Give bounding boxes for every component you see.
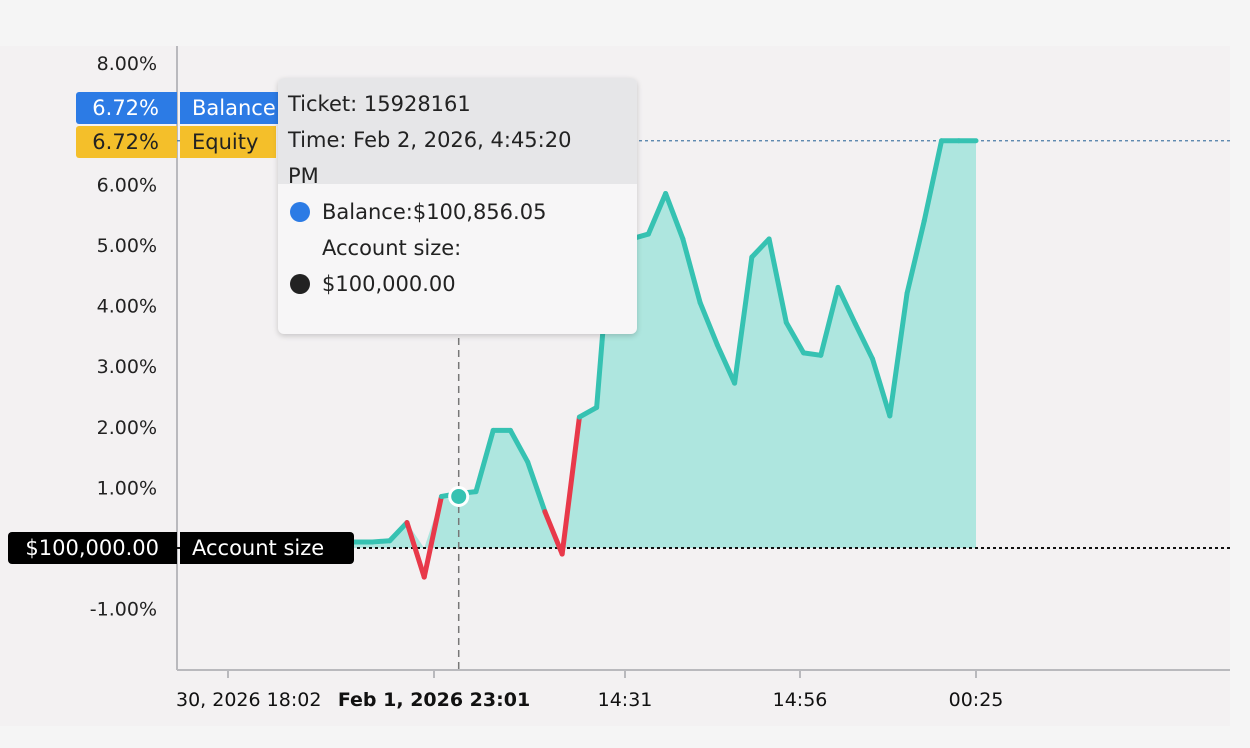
balance-line-segment xyxy=(404,520,427,580)
balance-line-segment xyxy=(421,493,444,580)
y-tick-label: -1.00% xyxy=(90,599,157,621)
x-tick-label: 14:56 xyxy=(773,689,828,711)
x-tick-label: 30, 2026 18:02 xyxy=(176,689,321,711)
chart-svg: 8.00% 6.00% 5.00% 4.00% 3.00% 2.00% 1.00% -1.00… xyxy=(90,46,1230,711)
balance-line-segment xyxy=(904,218,927,296)
balance-line-segment xyxy=(783,320,807,356)
balance-dot-icon xyxy=(290,202,310,222)
x-tick-label: Feb 1, 2026 23:01 xyxy=(338,689,530,711)
balance-line-segment xyxy=(921,138,945,224)
tooltip-header: Ticket: 15928161 Time: Feb 2, 2026, 4:45… xyxy=(278,78,637,188)
balance-line-segment xyxy=(387,520,410,544)
balance-line-segment xyxy=(525,459,548,515)
y-tick-label: 2.00% xyxy=(97,417,157,439)
balance-area xyxy=(338,140,976,548)
tooltip-time-suffix: PM xyxy=(288,164,319,188)
balance-line-segment xyxy=(801,350,824,358)
y-tick-label: 8.00% xyxy=(97,53,157,75)
tooltip-time: Time: Feb 2, 2026, 4:45:20 xyxy=(288,128,572,152)
balance-line-segment xyxy=(507,427,531,465)
balance-line-segment xyxy=(766,236,789,326)
balance-line-segment xyxy=(749,236,772,260)
balance-line-segment xyxy=(732,254,755,386)
tooltip-balance: Balance:$100,856.05 xyxy=(322,200,547,224)
x-tick-label: 00:25 xyxy=(949,689,1004,711)
tooltip-account-size-label: Account size: xyxy=(322,236,462,260)
account-size-axis-tag-label: Account size xyxy=(180,532,354,564)
balance-axis-tag-value: 6.72% xyxy=(76,92,177,124)
balance-line-segment xyxy=(835,284,858,327)
x-tick-label: 14:31 xyxy=(598,689,653,711)
balance-marker xyxy=(448,485,470,507)
balance-line-segment xyxy=(697,300,720,348)
equity-chart[interactable]: 8.00% 6.00% 5.00% 4.00% 3.00% 2.00% 1.00% -1.00… xyxy=(0,46,1230,726)
balance-line-segment xyxy=(645,190,669,237)
balance-line-segment xyxy=(576,404,600,420)
balance-line-segment xyxy=(818,284,841,358)
tooltip-balance-row: Balance:$100,856.05 xyxy=(290,194,625,230)
balance-line-segment xyxy=(369,538,393,545)
tooltip-ticket: Ticket: 15928161 xyxy=(288,92,471,116)
balance-line-segment xyxy=(852,321,876,362)
balance-line-segment xyxy=(542,509,565,557)
y-tick-label: 1.00% xyxy=(97,477,157,499)
balance-line-segment xyxy=(473,427,496,495)
data-tooltip: Ticket: 15928161 Time: Feb 2, 2026, 4:45… xyxy=(278,78,637,334)
account-size-axis-tag-value: $100,000.00 xyxy=(8,532,177,564)
y-tick-label: 6.00% xyxy=(97,174,157,196)
y-tick-label: 3.00% xyxy=(97,356,157,378)
balance-line-segment xyxy=(714,342,738,386)
balance-line-segment xyxy=(870,356,893,419)
balance-line-segment xyxy=(663,190,686,242)
balance-axis-tag-label: Balance xyxy=(180,92,280,124)
y-tick-label: 5.00% xyxy=(97,235,157,257)
balance-line-segment xyxy=(680,236,703,306)
balance-line-segment xyxy=(887,290,910,419)
equity-axis-tag-value: 6.72% xyxy=(76,126,177,158)
tooltip-account-size-row: Account size: $100,000.00 xyxy=(290,230,625,302)
equity-axis-tag-label: Equity xyxy=(180,126,276,158)
tooltip-body: Balance:$100,856.05 Account size: $100,0… xyxy=(278,184,637,302)
account-size-dot-icon xyxy=(290,274,310,294)
tooltip-account-size-value: $100,000.00 xyxy=(322,272,456,296)
tooltip-account-size: Account size: $100,000.00 xyxy=(322,230,461,302)
y-tick-label: 4.00% xyxy=(97,296,157,318)
balance-line-segment xyxy=(559,414,582,557)
